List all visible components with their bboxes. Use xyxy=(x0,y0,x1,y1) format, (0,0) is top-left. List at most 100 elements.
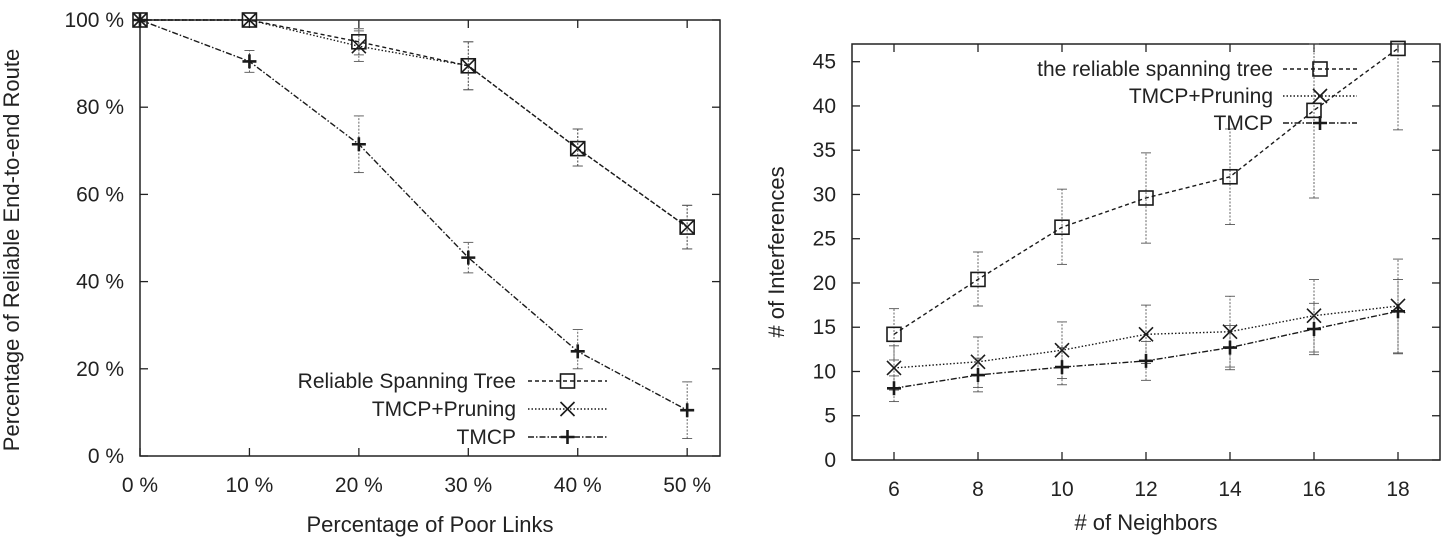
data-point xyxy=(351,38,367,54)
legend-marker xyxy=(560,430,575,444)
y-tick-label: 40 % xyxy=(76,271,124,294)
error-bar xyxy=(1141,152,1151,244)
data-point xyxy=(1054,342,1070,358)
data-point xyxy=(1054,219,1070,236)
x-tick-label: 10 xyxy=(1050,478,1073,501)
x-tick-label: 18 xyxy=(1386,478,1409,501)
data-point xyxy=(1139,353,1153,368)
legend-label: the reliable spanning tree xyxy=(1037,58,1273,81)
data-point xyxy=(1222,168,1238,185)
error-bar xyxy=(973,251,983,307)
data-point xyxy=(970,271,986,288)
legend-item-the-reliable-spanning-tree: the reliable spanning tree xyxy=(1037,58,1357,81)
series-tmcp-pruning xyxy=(132,12,695,250)
y-axis-ticks: 0 5 10 15 20 25 30 35 40 45 xyxy=(813,51,1440,472)
x-tick-label: 6 xyxy=(888,478,900,501)
error-bar xyxy=(1393,43,1403,131)
error-bar xyxy=(973,357,983,393)
legend-item-tmcp: TMCP xyxy=(457,426,607,449)
x-tick-label: 50 % xyxy=(663,474,711,497)
legend-marker xyxy=(559,401,576,417)
series-layer xyxy=(886,40,1406,403)
data-point xyxy=(679,219,695,235)
y-tick-label: 5 xyxy=(824,405,836,428)
series-line xyxy=(893,47,1399,335)
y-tick-label: 35 xyxy=(813,139,836,162)
data-point xyxy=(461,250,476,265)
data-point xyxy=(1306,102,1322,119)
series-the-reliable-spanning-tree xyxy=(886,40,1406,361)
data-point xyxy=(886,360,902,376)
error-bar xyxy=(572,329,583,370)
data-point xyxy=(971,368,985,383)
legend: Reliable Spanning Tree TMCP+Pruning TMCP xyxy=(298,370,607,449)
y-tick-label: 0 xyxy=(824,449,836,472)
series-tmcp-pruning xyxy=(886,258,1406,391)
data-point xyxy=(570,344,585,359)
chart-interferences: 6 8 10 12 14 16 18 0 5 10 15 20 25 30 35 40 45 the reli… xyxy=(764,40,1441,535)
x-tick-label: 0 % xyxy=(122,474,158,497)
data-point xyxy=(241,12,257,28)
data-point xyxy=(886,326,902,343)
error-bar xyxy=(1057,188,1067,265)
chart-reliability: 0 % 10 % 20 % 30 % 40 % 50 % 0 % 20 % 40 % 60 % 8… xyxy=(0,9,721,537)
data-point xyxy=(1138,190,1154,206)
x-axis-label: # of Neighbors xyxy=(1074,510,1217,535)
x-axis-label: Percentage of Poor Links xyxy=(306,512,553,537)
data-point xyxy=(351,137,366,152)
x-tick-label: 14 xyxy=(1218,478,1242,501)
y-tick-label: 80 % xyxy=(76,96,124,119)
y-axis-label: # of Interferences xyxy=(764,166,789,337)
y-tick-label: 40 xyxy=(813,95,836,118)
y-tick-label: 30 xyxy=(813,183,836,206)
plot-frame xyxy=(139,19,721,457)
data-point xyxy=(1055,360,1069,375)
data-point xyxy=(1390,40,1406,57)
x-tick-label: 10 % xyxy=(225,474,273,497)
y-tick-label: 10 xyxy=(813,360,836,383)
data-point xyxy=(1391,304,1405,319)
error-bar xyxy=(1393,278,1403,355)
error-bar xyxy=(463,41,474,91)
x-tick-label: 16 xyxy=(1302,478,1325,501)
legend-label: Reliable Spanning Tree xyxy=(298,370,516,393)
data-point xyxy=(1138,326,1154,342)
error-bar xyxy=(889,308,899,361)
x-tick-label: 12 xyxy=(1134,478,1157,501)
legend-marker xyxy=(1312,61,1328,77)
series-line xyxy=(140,19,688,228)
data-point xyxy=(887,381,901,396)
y-tick-label: 0 % xyxy=(88,445,124,468)
data-point xyxy=(460,58,476,74)
y-axis-ticks: 0 % 20 % 40 % 60 % 80 % 100 % xyxy=(64,9,720,468)
data-point xyxy=(1223,340,1237,355)
data-point xyxy=(570,141,586,157)
data-point xyxy=(133,13,147,27)
legend-label: TMCP+Pruning xyxy=(1129,85,1273,108)
x-tick-label: 40 % xyxy=(554,474,602,497)
y-axis-label: Percentage of Reliable End-to-end Route xyxy=(0,49,24,451)
y-tick-label: 100 % xyxy=(64,9,124,32)
legend-label: TMCP+Pruning xyxy=(372,398,516,421)
data-point xyxy=(680,403,695,418)
x-axis-ticks: 6 8 10 12 14 16 18 xyxy=(888,44,1410,501)
legend-marker xyxy=(1313,116,1327,130)
legend-label: TMCP xyxy=(1214,112,1274,135)
data-point xyxy=(569,140,586,157)
legend-item-tmcp-pruning: TMCP+Pruning xyxy=(1129,85,1357,108)
error-bar xyxy=(1309,43,1319,199)
series-line xyxy=(139,19,688,411)
y-tick-label: 20 % xyxy=(76,358,124,381)
data-point xyxy=(460,57,477,74)
y-tick-label: 25 xyxy=(813,228,836,251)
y-tick-label: 20 xyxy=(813,272,836,295)
legend-label: TMCP xyxy=(457,426,517,449)
series-tmcp xyxy=(887,278,1405,403)
data-point xyxy=(1307,322,1321,337)
x-axis-ticks: 0 % 10 % 20 % 30 % 40 % 50 % xyxy=(122,20,711,497)
legend-item-reliable-spanning-tree: Reliable Spanning Tree xyxy=(298,370,607,393)
legend: the reliable spanning tree TMCP+Pruning TM… xyxy=(1037,58,1357,135)
series-line xyxy=(140,19,688,228)
